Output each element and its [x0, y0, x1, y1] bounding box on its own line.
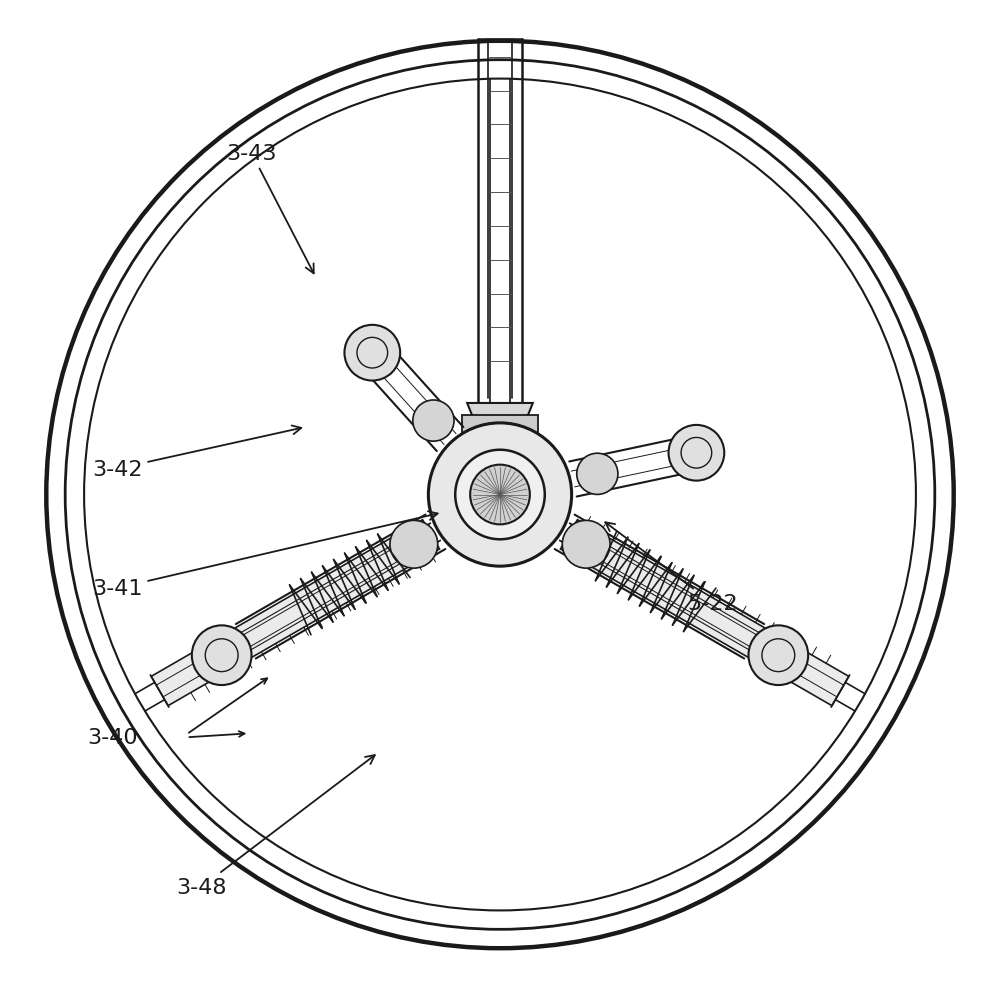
Text: 3-43: 3-43	[226, 144, 314, 274]
Circle shape	[470, 465, 530, 525]
Polygon shape	[151, 520, 440, 706]
Circle shape	[669, 425, 724, 481]
Text: 3-40: 3-40	[87, 728, 138, 747]
Text: 3-48: 3-48	[177, 755, 375, 897]
Circle shape	[577, 454, 618, 495]
Circle shape	[428, 423, 572, 567]
Circle shape	[748, 626, 808, 686]
Text: 3-42: 3-42	[92, 426, 301, 479]
Polygon shape	[462, 415, 538, 435]
Circle shape	[344, 325, 400, 381]
Text: 3-41: 3-41	[92, 512, 438, 598]
Circle shape	[390, 521, 438, 569]
Circle shape	[455, 450, 545, 540]
Polygon shape	[467, 404, 533, 423]
Circle shape	[413, 401, 454, 441]
Text: 5-22: 5-22	[605, 523, 738, 613]
Circle shape	[192, 626, 252, 686]
Polygon shape	[560, 520, 849, 706]
Circle shape	[562, 521, 610, 569]
